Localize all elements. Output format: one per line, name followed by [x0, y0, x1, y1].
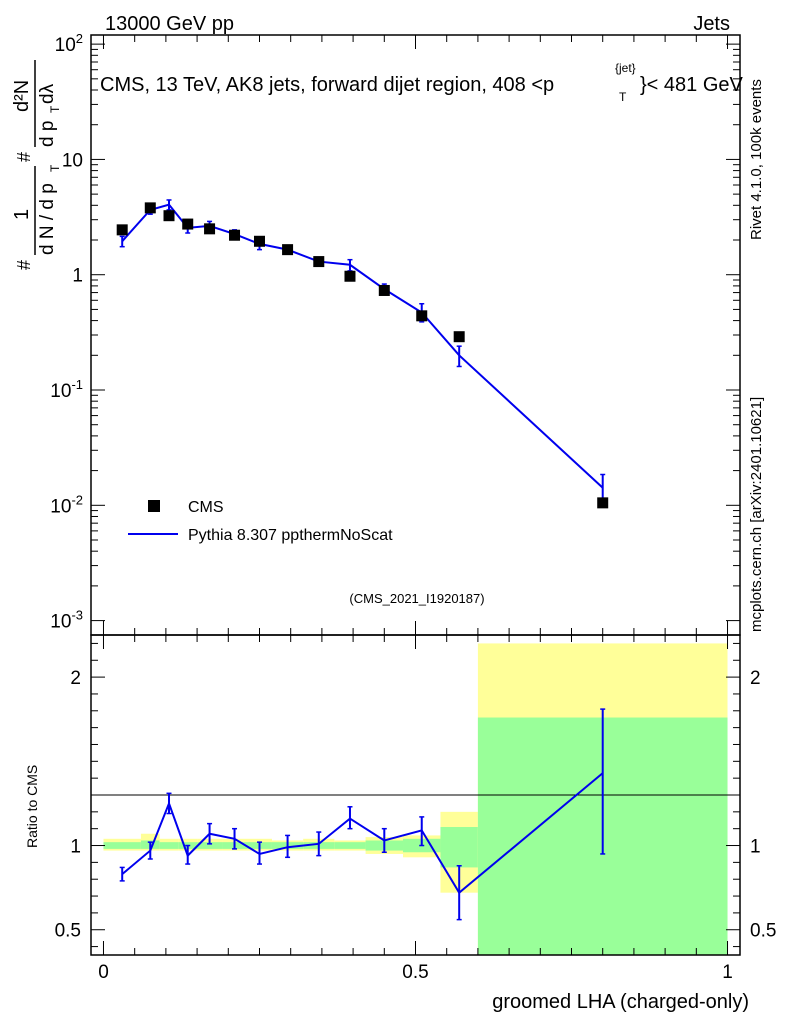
main-y-tick-base: 10	[50, 381, 71, 402]
y-title-den-main: d N / d p	[37, 183, 58, 255]
main-y-tick-exponent: -2	[71, 492, 83, 507]
y-title-hash-1: #	[14, 260, 34, 270]
cms-data-point	[282, 244, 294, 256]
ratio-data-layer	[119, 708, 606, 921]
ratio-y-tick-label-right: 2	[750, 668, 761, 689]
cms-data-point	[378, 284, 390, 296]
main-title: CMS, 13 TeV, AK8 jets, forward dijet reg…	[100, 61, 744, 104]
main-data-layer	[116, 199, 609, 509]
x-tick-label: 1	[722, 962, 733, 983]
main-y-tick-label: 10	[62, 150, 83, 171]
y-title-den2-main: d p	[37, 121, 58, 147]
main-title-super: {jet}	[615, 61, 636, 75]
legend-cms-marker	[148, 500, 160, 512]
main-y-tick-base: 10	[62, 150, 83, 171]
ratio-green-band	[159, 842, 179, 849]
analysis-id-watermark: (CMS_2021_I1920187)	[349, 591, 484, 606]
ratio-y-tick-label-left: 1	[70, 837, 81, 858]
ratio-y-tick-label-left: 2	[70, 668, 81, 689]
main-title-text: CMS, 13 TeV, AK8 jets, forward dijet reg…	[100, 74, 554, 96]
main-y-tick-base: 10	[50, 612, 71, 633]
main-y-tick-label: 10-2	[50, 492, 83, 517]
main-y-tick-label: 10-3	[50, 608, 83, 633]
ratio-y-axis-label: Ratio to CMS	[24, 765, 40, 848]
main-y-tick-base: 1	[72, 266, 83, 287]
cms-data-point	[253, 235, 265, 247]
ratio-y-tick-label-right: 1	[750, 837, 761, 858]
ratio-line	[121, 772, 604, 895]
mc-prediction-line	[121, 203, 604, 489]
main-y-tick-base: 10	[50, 496, 71, 517]
x-tick-label: 0.5	[402, 962, 428, 983]
cms-data-point	[116, 224, 128, 236]
main-y-tick-exponent: -3	[71, 608, 83, 623]
cms-data-point	[144, 202, 156, 214]
legend-mc-label: Pythia 8.307 ppthermNoScat	[188, 527, 393, 544]
y-title-den2-tail: dλ	[37, 83, 58, 104]
main-y-tick-label: 10-1	[50, 377, 83, 402]
cms-data-point	[182, 218, 194, 230]
legend: CMS Pythia 8.307 ppthermNoScat	[128, 499, 393, 544]
y-title-den-sub: T	[48, 164, 62, 172]
main-plot-frame	[90, 34, 741, 636]
ratio-green-band	[103, 842, 141, 849]
main-y-tick-exponent: -1	[71, 377, 83, 392]
cms-data-point	[204, 223, 216, 235]
main-y-tick-label: 102	[55, 31, 83, 56]
cms-data-point	[229, 229, 241, 241]
ratio-green-band	[197, 842, 223, 849]
ratio-green-band	[440, 827, 478, 868]
rivet-version-label: Rivet 4.1.0, 100k events	[748, 79, 765, 240]
cms-data-point	[313, 256, 325, 268]
mcplots-label: mcplots.cern.ch [arXiv:2401.10621]	[748, 397, 765, 632]
main-y-tick-base: 10	[55, 35, 76, 56]
cms-data-point	[453, 331, 465, 343]
x-tick-label: 0	[98, 962, 109, 983]
y-title-hash-2: #	[14, 152, 34, 162]
ratio-y-tick-label-left: 0.5	[55, 921, 81, 942]
cms-data-point	[163, 210, 175, 222]
x-axis-label: groomed LHA (charged-only)	[492, 991, 749, 1013]
cms-data-point	[416, 310, 428, 322]
header-left-label: 13000 GeV pp	[105, 13, 234, 35]
main-y-axis-title: # 1 d N / d p T # d²N d p T dλ	[11, 60, 62, 270]
legend-cms-label: CMS	[188, 499, 224, 516]
cms-data-point	[597, 497, 609, 509]
ratio-uncertainty-bands	[103, 643, 728, 955]
header-right-label: Jets	[693, 13, 730, 35]
ratio-green-band	[334, 842, 366, 849]
ratio-y-tick-label-right: 0.5	[750, 921, 776, 942]
main-y-tick-label: 1	[72, 266, 83, 287]
main-title-sub: T	[619, 90, 627, 104]
y-title-den2-sub: T	[48, 105, 62, 113]
main-y-tick-exponent: 2	[76, 31, 83, 46]
y-title-num2: d²N	[11, 80, 33, 112]
main-title-tail: }< 481 GeV	[640, 74, 744, 96]
cms-data-point	[344, 270, 356, 282]
y-title-one: 1	[11, 209, 33, 220]
ratio-axis-ticks: 0.5 0.5 1 1 2 2 0 0.5 1	[55, 635, 776, 983]
